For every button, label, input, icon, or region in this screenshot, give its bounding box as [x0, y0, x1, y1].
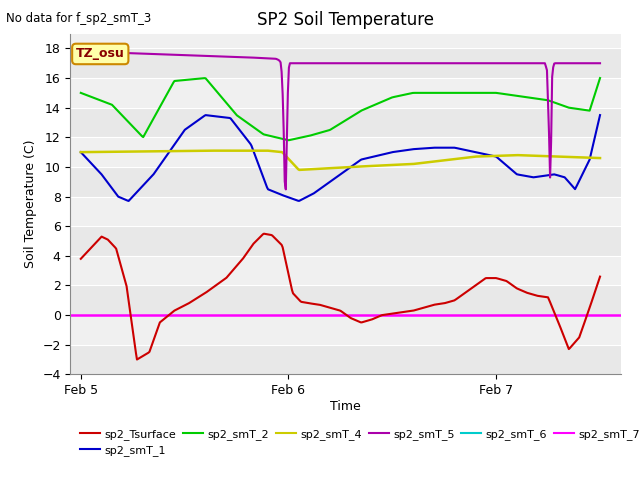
Bar [70, 345, 621, 374]
Bar [70, 108, 621, 137]
Text: TZ_osu: TZ_osu [76, 48, 125, 60]
X-axis label: Time: Time [330, 400, 361, 413]
Y-axis label: Soil Temperature (C): Soil Temperature (C) [24, 140, 36, 268]
Bar [70, 197, 621, 226]
Title: SP2 Soil Temperature: SP2 Soil Temperature [257, 11, 434, 29]
Bar [70, 315, 621, 345]
Bar [70, 167, 621, 197]
Bar [70, 78, 621, 108]
Legend: sp2_Tsurface, sp2_smT_1, sp2_smT_2, sp2_smT_4, sp2_smT_5, sp2_smT_6, sp2_smT_7: sp2_Tsurface, sp2_smT_1, sp2_smT_2, sp2_… [76, 424, 640, 460]
Text: No data for f_sp2_smT_3: No data for f_sp2_smT_3 [6, 12, 152, 25]
Bar [70, 286, 621, 315]
Bar [70, 226, 621, 256]
Bar [70, 48, 621, 78]
Bar [70, 137, 621, 167]
Bar [70, 256, 621, 286]
